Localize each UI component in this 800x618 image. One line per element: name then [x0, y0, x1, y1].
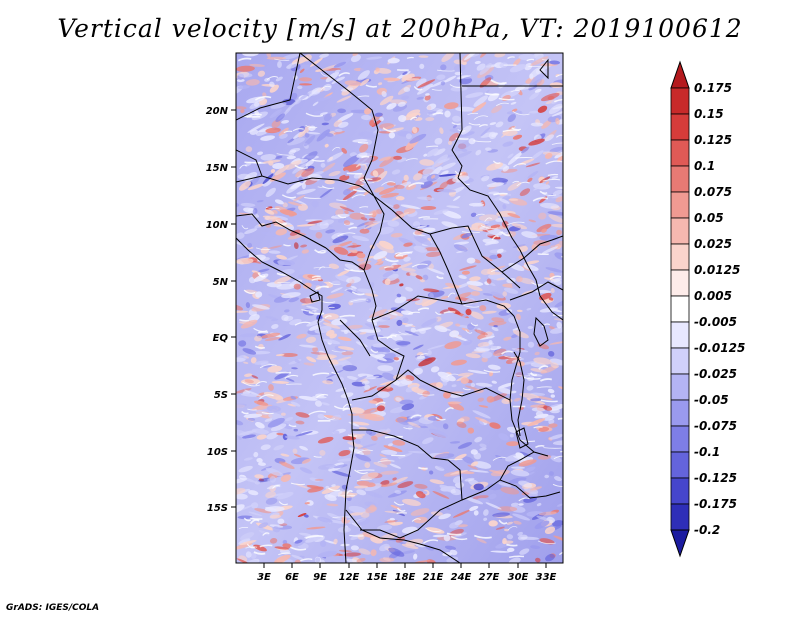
colorbar-box — [670, 295, 690, 323]
lon-label-18e: 18E — [395, 572, 416, 583]
colorbar-box — [670, 425, 690, 453]
lat-label-20n: 20N — [206, 106, 229, 117]
colorbar-label: 0.175 — [694, 81, 732, 95]
colorbar-box — [670, 269, 690, 297]
colorbar-label: 0.15 — [694, 107, 724, 121]
colorbar-box — [670, 347, 690, 375]
lon-label-27e: 27E — [479, 572, 500, 583]
colorbar-box — [670, 321, 690, 349]
lon-label-3e: 3E — [257, 572, 271, 583]
map-title: Vertical velocity [m/s] at 200hPa, VT: 2… — [57, 14, 743, 43]
velocity-field — [236, 53, 563, 563]
colorbar-label: 0.075 — [694, 185, 732, 199]
longitude-axis: 3E 6E 9E 12E 15E 18E 21E 24E 27E 30E 33E — [257, 563, 557, 583]
lat-label-eq: EQ — [213, 333, 229, 344]
colorbar-box — [670, 113, 690, 141]
lon-label-9e: 9E — [313, 572, 327, 583]
map-frame — [235, 52, 564, 564]
credit-label: GrADS: IGES/COLA — [6, 603, 100, 613]
lon-label-30e: 30E — [508, 572, 529, 583]
colorbar-label: -0.075 — [694, 419, 737, 433]
colorbar-label: -0.2 — [694, 523, 720, 537]
lat-label-10s: 10S — [207, 447, 228, 458]
map-panel — [235, 52, 564, 564]
colorbar-bottom-arrow — [670, 529, 690, 558]
lon-label-6e: 6E — [285, 572, 299, 583]
colorbar-label: -0.025 — [694, 367, 737, 381]
colorbar-label: -0.0125 — [694, 341, 745, 355]
colorbar-label: -0.05 — [694, 393, 729, 407]
colorbar-box — [670, 503, 690, 531]
colorbar-label: -0.1 — [694, 445, 720, 459]
lat-label-15n: 15N — [206, 163, 229, 174]
lat-label-5n: 5N — [213, 277, 229, 288]
colorbar-label: 0.1 — [694, 159, 715, 173]
colorbar-box — [670, 399, 690, 427]
lat-label-10n: 10N — [206, 220, 229, 231]
colorbar-box — [670, 477, 690, 505]
colorbar-top-arrow — [670, 60, 690, 89]
colorbar-label: -0.125 — [694, 471, 737, 485]
lat-label-15s: 15S — [207, 503, 228, 514]
colorbar-label: 0.005 — [694, 289, 732, 303]
colorbar-label: 0.0125 — [694, 263, 740, 277]
colorbar-box — [670, 243, 690, 271]
colorbar-box — [670, 87, 690, 115]
country-borders — [236, 53, 563, 563]
lat-label-5s: 5S — [214, 390, 228, 401]
colorbar-box — [670, 451, 690, 479]
colorbar-label: -0.175 — [694, 497, 737, 511]
colorbar-box — [670, 165, 690, 193]
colorbar: 0.175 0.15 0.125 0.1 0.075 0.05 0.025 0.0125 0.0… — [670, 60, 745, 558]
colorbar-boxes — [670, 87, 690, 531]
latitude-axis: 20N 15N 10N 5N EQ 5S 10S 15S — [206, 106, 236, 514]
colorbar-box — [670, 139, 690, 167]
lon-label-24e: 24E — [451, 572, 472, 583]
colorbar-label: 0.025 — [694, 237, 732, 251]
lon-label-12e: 12E — [339, 572, 360, 583]
colorbar-box — [670, 217, 690, 245]
colorbar-box — [670, 373, 690, 401]
colorbar-label: 0.05 — [694, 211, 724, 225]
colorbar-label: -0.005 — [694, 315, 737, 329]
colorbar-label: 0.125 — [694, 133, 732, 147]
lon-label-15e: 15E — [367, 572, 388, 583]
colorbar-box — [670, 191, 690, 219]
colorbar-labels: 0.175 0.15 0.125 0.1 0.075 0.05 0.025 0.0125 0.0… — [694, 81, 745, 537]
lon-label-21e: 21E — [423, 572, 444, 583]
lon-label-33e: 33E — [536, 572, 557, 583]
